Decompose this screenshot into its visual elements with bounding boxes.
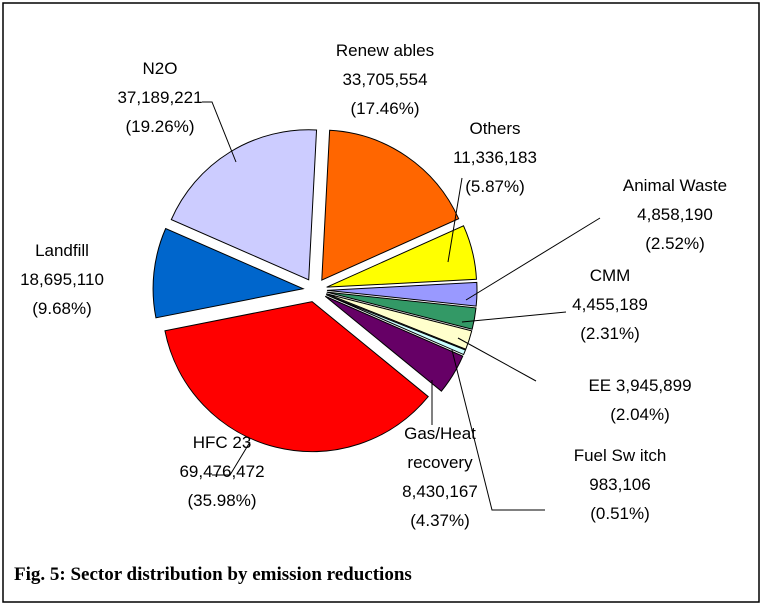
slice-label: Renew ables 33,705,554 (17.46%)	[285, 36, 485, 123]
value-label: 11,336,183	[453, 148, 537, 167]
pie-slice	[325, 294, 467, 356]
value-label: 3,945,899	[615, 376, 692, 395]
leader-line	[457, 337, 537, 382]
slice-label: Gas/Heat recovery 8,430,167 (4.37%)	[340, 419, 540, 535]
pie-slice	[164, 301, 429, 453]
category-label: Landfill	[35, 241, 89, 260]
percent-label: (35.98%)	[187, 491, 257, 510]
label-line: EE 3,945,899	[540, 371, 740, 400]
value-label: 8,430,167	[402, 482, 478, 501]
pie-slice	[321, 129, 460, 281]
leader-line	[451, 349, 545, 511]
slice-label: HFC 23 69,476,472 (35.98%)	[122, 428, 322, 515]
percent-label: (4.37%)	[410, 511, 470, 530]
value-label: 4,455,189	[572, 295, 648, 314]
percent-label: (2.52%)	[645, 234, 705, 253]
category-label: Others	[469, 119, 521, 138]
value-label: 4,858,190	[637, 205, 713, 224]
percent-label: (0.51%)	[590, 504, 650, 523]
value-label: 33,705,554	[342, 70, 428, 89]
percent-label: (5.87%)	[465, 177, 525, 196]
slice-label: Others 11,336,183 (5.87%)	[395, 114, 595, 201]
value-label: 983,106	[589, 475, 651, 494]
slice-label: Fuel Sw itch 983,106 (0.51%)	[520, 441, 720, 528]
slice-label: Landfill 18,695,110 (9.68%)	[0, 236, 162, 323]
percent-label: (9.68%)	[32, 299, 92, 318]
percent-label: (2.04%)	[610, 405, 670, 424]
chart-title: Fig. 5: Sector distribution by emission …	[14, 564, 412, 585]
category-label: N2O	[142, 59, 178, 78]
pie-slice	[326, 225, 477, 288]
leader-line	[212, 441, 251, 476]
percent-label: (2.31%)	[580, 324, 640, 343]
value-label: 69,476,472	[179, 462, 265, 481]
leader-line	[447, 177, 463, 263]
slice-label: CMM 4,455,189 (2.31%)	[510, 261, 710, 348]
category-label: Fuel Sw itch	[573, 446, 667, 465]
leader-line	[465, 217, 601, 301]
pie-slice	[152, 227, 305, 319]
slice-label: EE 3,945,899 (2.04%)	[540, 371, 740, 429]
leader-line	[461, 311, 567, 323]
pie-slice	[326, 291, 477, 330]
category-label: Animal Waste	[622, 176, 728, 195]
category-label: HFC 23	[192, 433, 252, 452]
slice-label: N2O 37,189,221 (19.26%)	[60, 54, 260, 141]
category-label: EE	[588, 376, 612, 395]
leader-line	[202, 101, 237, 163]
slice-label: Animal Waste 4,858,190 (2.52%)	[575, 171, 763, 258]
value-label: 18,695,110	[20, 270, 104, 289]
category-label: CMM	[589, 266, 631, 285]
percent-label: (17.46%)	[350, 99, 420, 118]
category-label: Gas/Heat recovery	[404, 424, 476, 472]
pie-slice	[326, 281, 478, 307]
category-label: Renew ables	[335, 41, 435, 60]
value-label: 37,189,221	[117, 88, 203, 107]
pie-slice	[326, 293, 473, 350]
pie-slice	[170, 129, 318, 281]
percent-label: (19.26%)	[125, 117, 195, 136]
pie-slice	[324, 295, 464, 392]
